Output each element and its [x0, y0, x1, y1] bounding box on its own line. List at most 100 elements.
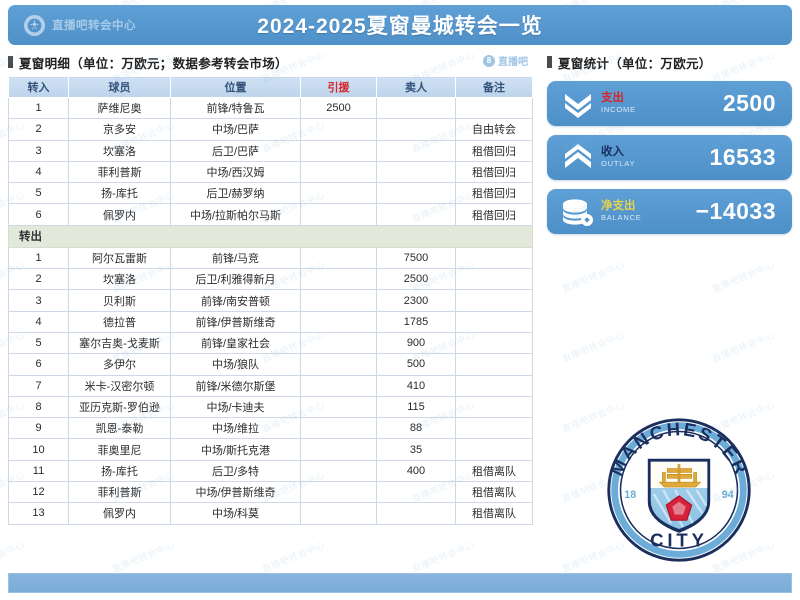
- cell-player: 阿尔瓦雷斯: [68, 246, 171, 270]
- cell-selling: 2500: [376, 268, 456, 291]
- stat-card-balance: 净支出 BALANCE −14033: [547, 189, 792, 234]
- cell-selling: [376, 203, 456, 226]
- cell-selling: 115: [376, 395, 456, 419]
- section-marker-icon: [547, 56, 552, 68]
- cell-note: [455, 331, 533, 355]
- cell-selling: [376, 118, 456, 141]
- cell-position: 中场/巴萨: [170, 118, 301, 141]
- table-row: 12 菲利普斯 中场/伊普斯维奇 租借离队: [8, 481, 533, 504]
- cell-no: 3: [8, 139, 69, 162]
- cell-signing: 2500: [300, 96, 377, 120]
- cell-note: [455, 246, 533, 270]
- cell-player: 萨维尼奥: [68, 96, 171, 120]
- cell-position: 前锋/米德尔斯堡: [170, 374, 301, 397]
- col-header-player: 球员: [68, 76, 171, 98]
- table-row: 2 坎塞洛 后卫/利雅得新月 2500: [8, 268, 533, 291]
- cell-signing: [300, 203, 377, 226]
- cell-position: 后卫/巴萨: [170, 139, 301, 162]
- cell-signing: [300, 395, 377, 419]
- table-row: 3 坎塞洛 后卫/巴萨 租借回归: [8, 139, 533, 162]
- cell-signing: [300, 481, 377, 504]
- stat-label-cn: 收入: [601, 146, 624, 158]
- cell-position: 中场/斯托克港: [170, 438, 301, 461]
- watermark-text: 直播吧转会中心: [260, 539, 327, 575]
- cell-position: 中场/卡迪夫: [170, 395, 301, 419]
- cell-signing: [300, 353, 377, 376]
- brand-logo-group: 直播吧转会中心: [24, 14, 136, 36]
- col-header-position: 位置: [170, 76, 301, 98]
- cell-signing: [300, 118, 377, 141]
- stat-value: −14033: [695, 198, 776, 224]
- table-row: 6 多伊尔 中场/狼队 500: [8, 353, 533, 376]
- double-chevron-down-icon: [555, 89, 601, 119]
- cell-selling: [376, 182, 456, 205]
- cell-position: 后卫/多特: [170, 459, 301, 483]
- cell-selling: 2300: [376, 289, 456, 312]
- cell-player: 塞尔吉奥-戈麦斯: [68, 331, 171, 355]
- cell-position: 前锋/皇家社会: [170, 331, 301, 355]
- table-row: 2 京多安 中场/巴萨 自由转会: [8, 118, 533, 141]
- table-row: 6 佩罗内 中场/拉斯帕尔马斯 租借回归: [8, 203, 533, 226]
- cell-player: 多伊尔: [68, 353, 171, 376]
- stat-label-en: OUTLAY: [601, 159, 636, 168]
- table-row: 13 佩罗内 中场/科莫 租借离队: [8, 502, 533, 525]
- table-body: 1 萨维尼奥 前锋/特鲁瓦 2500 2 京多安 中场/巴萨 自由转会 3 坎塞洛 后卫/巴萨 租借回…: [8, 96, 533, 525]
- coins-stack-icon: [555, 197, 601, 227]
- cell-player: 德拉普: [68, 310, 171, 333]
- cell-no: 13: [8, 502, 69, 525]
- stat-label-group: 收入 OUTLAY: [601, 146, 635, 169]
- col-header-note: 备注: [455, 76, 533, 98]
- cell-signing: [300, 331, 377, 355]
- cell-player: 坎塞洛: [68, 139, 171, 162]
- cell-player: 佩罗内: [68, 502, 171, 525]
- cell-selling: 900: [376, 331, 456, 355]
- cell-position: 后卫/赫罗纳: [170, 182, 301, 205]
- stats-section: 夏窗统计（单位：万欧元） 支出 INCOME 2500 收入 OUTLAY 16533 净支…: [547, 52, 792, 234]
- cell-no: 8: [8, 395, 69, 419]
- cell-selling: 88: [376, 417, 456, 440]
- detail-section: 夏窗明细（单位：万欧元；数据参考转会市场） 8 直播吧 转入 球员 位置 引援 …: [8, 52, 533, 525]
- cell-no: 1: [8, 96, 69, 120]
- stat-label-en: BALANCE: [601, 213, 642, 222]
- brand-name: 直播吧转会中心: [52, 20, 136, 32]
- cell-note: [455, 310, 533, 333]
- cell-note: [455, 395, 533, 419]
- cell-player: 京多安: [68, 118, 171, 141]
- table-row: 1 阿尔瓦雷斯 前锋/马竞 7500: [8, 246, 533, 270]
- detail-section-title: 夏窗明细（单位：万欧元；数据参考转会市场）: [19, 56, 288, 71]
- table-row: 8 亚历克斯-罗伯逊 中场/卡迪夫 115: [8, 395, 533, 419]
- cell-selling: 7500: [376, 246, 456, 270]
- cell-no: 1: [8, 246, 69, 270]
- cell-selling: [376, 481, 456, 504]
- table-row: 10 菲奥里尼 中场/斯托克港 35: [8, 438, 533, 461]
- stat-card-list: 支出 INCOME 2500 收入 OUTLAY 16533 净支出 BALANCE −1403…: [547, 81, 792, 234]
- footer-bar: [8, 573, 792, 593]
- table-row: 4 德拉普 前锋/伊普斯维奇 1785: [8, 310, 533, 333]
- cell-note: [455, 353, 533, 376]
- table-row: 7 米卡-汉密尔顿 前锋/米德尔斯堡 410: [8, 374, 533, 397]
- cell-signing: [300, 246, 377, 270]
- cell-selling: [376, 160, 456, 184]
- cell-player: 扬-库托: [68, 459, 171, 483]
- cell-player: 亚历克斯-罗伯逊: [68, 395, 171, 419]
- cell-selling: 410: [376, 374, 456, 397]
- cell-player: 凯恩-泰勒: [68, 417, 171, 440]
- cell-selling: 400: [376, 459, 456, 483]
- col-header-selling: 卖人: [376, 76, 456, 98]
- table-header-row: 转入 球员 位置 引援 卖人 备注: [8, 76, 533, 98]
- football-circle-icon: [24, 14, 45, 36]
- cell-no: 7: [8, 374, 69, 397]
- source-watermark: 8 直播吧: [483, 53, 528, 68]
- source-badge-icon: 8: [483, 54, 495, 67]
- cell-no: 12: [8, 481, 69, 504]
- cell-no: 5: [8, 331, 69, 355]
- cell-note: 租借离队: [455, 481, 533, 504]
- stat-card-outlay: 收入 OUTLAY 16533: [547, 135, 792, 180]
- cell-note: 租借回归: [455, 139, 533, 162]
- cell-note: [455, 268, 533, 291]
- cell-player: 坎塞洛: [68, 268, 171, 291]
- cell-no: 6: [8, 353, 69, 376]
- cell-no: 2: [8, 268, 69, 291]
- cell-signing: [300, 139, 377, 162]
